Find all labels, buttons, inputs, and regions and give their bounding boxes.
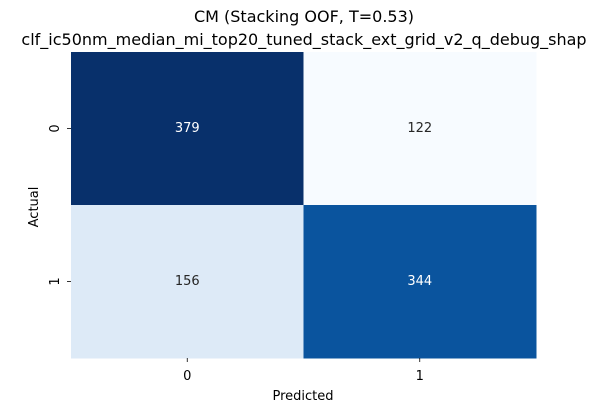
chart-title: CM (Stacking OOF, T=0.53) <box>194 7 414 26</box>
y-tick-label-0: 0 <box>48 124 63 132</box>
y-axis-label: Actual <box>27 187 42 228</box>
heatmap-cell-labels: 379 122 156 344 <box>175 121 432 289</box>
chart-subtitle: clf_ic50nm_median_mi_top20_tuned_stack_e… <box>21 30 586 50</box>
heatmap-cells <box>71 52 537 359</box>
cell-value-label-1-0: 156 <box>175 274 200 289</box>
heatmap-cell-0-1 <box>303 52 537 206</box>
cell-value-label-1-1: 344 <box>407 274 432 289</box>
x-tick-label-0: 0 <box>183 369 191 384</box>
heatmap-cell-1-1 <box>303 205 537 359</box>
cell-value-label-0-1: 122 <box>407 121 432 136</box>
x-axis-label: Predicted <box>272 389 333 404</box>
y-tick-label-1: 1 <box>48 277 63 285</box>
heatmap-cell-0-0 <box>71 52 304 206</box>
heatmap-cell-1-0 <box>71 205 304 359</box>
y-axis-ticks: 01 <box>48 124 71 286</box>
x-tick-label-1: 1 <box>416 369 424 384</box>
cell-value-label-0-0: 379 <box>175 121 200 136</box>
